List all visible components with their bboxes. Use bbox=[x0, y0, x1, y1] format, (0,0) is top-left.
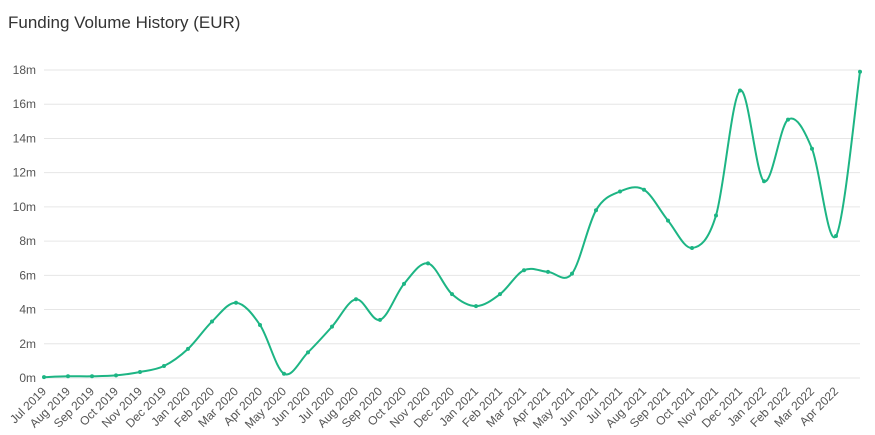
data-point bbox=[258, 322, 262, 327]
data-point bbox=[306, 350, 310, 355]
data-point bbox=[714, 213, 718, 218]
data-point bbox=[378, 317, 382, 322]
data-point bbox=[162, 364, 166, 369]
data-point bbox=[546, 269, 550, 274]
y-tick-label: 18m bbox=[13, 63, 36, 77]
data-point bbox=[474, 304, 478, 309]
data-point bbox=[498, 292, 502, 297]
data-point bbox=[450, 292, 454, 297]
data-point bbox=[354, 297, 358, 302]
data-point bbox=[618, 189, 622, 194]
data-point bbox=[522, 268, 526, 273]
data-point bbox=[66, 374, 70, 379]
data-point bbox=[690, 245, 694, 250]
data-point bbox=[402, 281, 406, 286]
data-point bbox=[138, 370, 142, 375]
data-point bbox=[786, 117, 790, 122]
y-tick-label: 4m bbox=[19, 303, 36, 317]
data-point bbox=[570, 271, 574, 276]
y-tick-label: 0m bbox=[19, 371, 36, 385]
data-point bbox=[738, 88, 742, 93]
data-point bbox=[90, 374, 94, 379]
data-point bbox=[858, 69, 862, 74]
y-tick-label: 10m bbox=[13, 200, 36, 214]
data-point bbox=[834, 233, 838, 238]
series-line bbox=[43, 71, 861, 379]
data-point bbox=[210, 319, 214, 324]
data-point bbox=[810, 146, 814, 151]
chart-title: Funding Volume History (EUR) bbox=[8, 13, 240, 32]
data-point bbox=[666, 218, 670, 223]
data-point bbox=[186, 346, 190, 351]
y-tick-label: 16m bbox=[13, 97, 36, 111]
data-point bbox=[114, 373, 118, 378]
y-tick-label: 12m bbox=[13, 166, 36, 180]
data-point bbox=[594, 208, 598, 213]
data-point bbox=[762, 179, 766, 184]
data-point bbox=[234, 300, 238, 305]
y-tick-label: 2m bbox=[19, 337, 36, 351]
data-point bbox=[426, 261, 430, 266]
data-point bbox=[282, 371, 286, 376]
y-tick-label: 14m bbox=[13, 131, 36, 145]
y-tick-label: 8m bbox=[19, 234, 36, 248]
data-point bbox=[42, 375, 46, 380]
data-point bbox=[642, 187, 646, 192]
y-tick-label: 6m bbox=[19, 268, 36, 282]
data-point bbox=[330, 324, 334, 329]
